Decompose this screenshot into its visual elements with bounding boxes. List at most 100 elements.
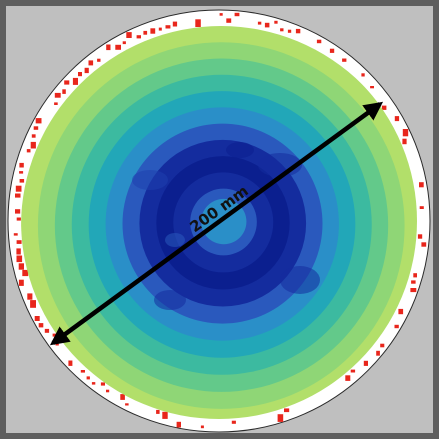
edge-marker <box>115 44 121 50</box>
edge-marker <box>120 394 125 400</box>
edge-marker <box>35 118 42 124</box>
edge-marker <box>80 370 85 373</box>
edge-marker <box>26 149 31 153</box>
edge-marker <box>52 333 57 337</box>
edge-marker <box>86 376 90 380</box>
edge-marker <box>231 420 236 424</box>
edge-marker <box>158 27 162 31</box>
edge-marker <box>419 182 424 188</box>
edge-marker <box>106 389 110 393</box>
edge-marker <box>234 12 240 17</box>
edge-marker <box>62 89 66 94</box>
edge-marker <box>316 39 322 44</box>
edge-marker <box>402 129 409 137</box>
edge-marker <box>417 234 423 239</box>
edge-marker <box>30 300 36 308</box>
edge-marker <box>54 102 58 105</box>
edge-marker <box>122 41 126 45</box>
edge-marker <box>19 162 24 168</box>
edge-marker <box>13 233 18 236</box>
edge-marker <box>15 193 21 198</box>
edge-marker <box>295 28 301 34</box>
edge-marker <box>361 73 365 77</box>
contour-patch-3 <box>154 290 186 310</box>
edge-marker <box>342 58 347 62</box>
edge-marker <box>398 308 404 315</box>
edge-marker <box>394 116 400 122</box>
edge-marker <box>421 242 427 247</box>
edge-marker <box>16 240 22 244</box>
edge-marker <box>15 185 22 192</box>
edge-marker <box>38 323 44 328</box>
edge-marker <box>16 255 23 263</box>
edge-marker <box>219 13 223 16</box>
edge-marker <box>54 92 61 98</box>
edge-marker <box>84 67 89 74</box>
edge-marker <box>88 60 94 66</box>
contour-patch-4 <box>226 142 254 158</box>
edge-marker <box>64 80 70 85</box>
contour-patch-5 <box>165 233 185 247</box>
edge-marker <box>126 32 132 38</box>
edge-marker <box>195 19 201 27</box>
edge-marker <box>411 280 416 284</box>
edge-marker <box>44 328 50 333</box>
edge-marker <box>257 21 262 25</box>
edge-marker <box>22 269 29 277</box>
edge-marker <box>18 279 24 286</box>
edge-marker <box>394 324 399 329</box>
edge-marker <box>150 28 156 34</box>
edge-marker <box>19 171 24 174</box>
edge-marker <box>200 425 204 429</box>
edge-marker <box>274 20 278 24</box>
edge-marker <box>376 350 380 356</box>
edge-marker <box>27 293 33 300</box>
contour-patch-2 <box>280 266 320 294</box>
edge-marker <box>91 382 96 385</box>
edge-marker <box>380 343 385 348</box>
edge-marker <box>329 48 335 53</box>
edge-marker <box>19 179 25 183</box>
edge-marker <box>176 421 181 428</box>
edge-marker <box>287 29 292 33</box>
edge-marker <box>68 360 73 366</box>
edge-marker <box>100 382 105 386</box>
edge-marker <box>345 375 351 381</box>
edge-marker <box>16 217 21 221</box>
edge-marker <box>226 18 232 23</box>
edge-marker <box>15 209 21 214</box>
contour-patch-0 <box>132 170 168 190</box>
edge-marker <box>106 44 111 51</box>
edge-marker <box>72 77 78 85</box>
edge-marker <box>363 360 368 366</box>
edge-marker <box>16 248 21 255</box>
edge-exclusion-markers <box>13 12 427 429</box>
diameter-arrow <box>49 101 384 346</box>
edge-marker <box>162 411 168 419</box>
edge-marker <box>264 22 270 28</box>
edge-marker <box>172 21 178 27</box>
edge-marker <box>33 126 39 130</box>
edge-marker <box>370 86 374 89</box>
edge-marker <box>350 369 356 373</box>
edge-marker <box>125 403 129 406</box>
edge-marker <box>136 35 141 39</box>
edge-marker <box>78 72 82 77</box>
edge-marker <box>402 138 407 145</box>
edge-marker <box>277 414 284 422</box>
edge-marker <box>30 141 36 149</box>
edge-marker <box>156 409 160 414</box>
edge-marker <box>97 58 101 62</box>
edge-marker <box>413 273 417 278</box>
edge-marker <box>381 105 387 110</box>
edge-marker <box>31 134 36 138</box>
edge-marker <box>410 288 417 293</box>
edge-marker <box>165 25 171 29</box>
edge-marker <box>34 316 40 321</box>
edge-marker <box>18 263 24 270</box>
edge-marker <box>143 30 148 35</box>
edge-marker <box>284 408 290 413</box>
edge-marker <box>419 206 424 209</box>
